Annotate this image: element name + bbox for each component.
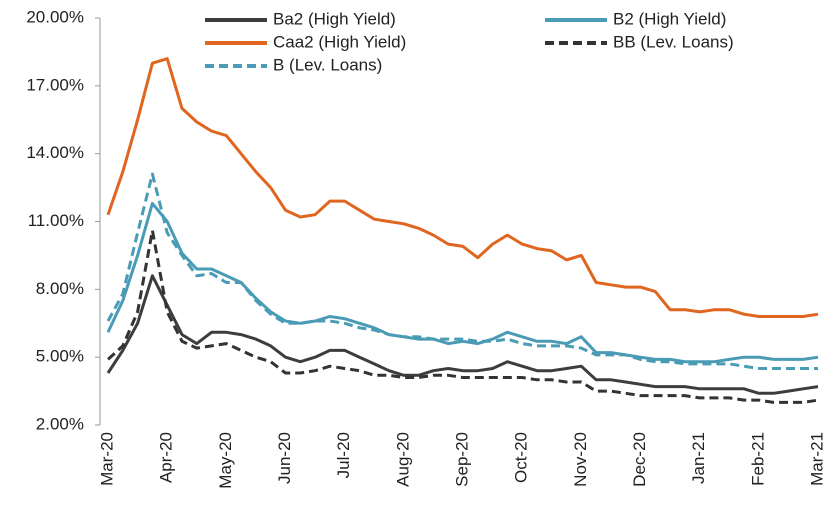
legend-label: BB (Lev. Loans) — [613, 32, 734, 51]
x-tick-label: Aug-20 — [393, 432, 412, 487]
y-tick-label: 8.00% — [36, 279, 84, 298]
legend-label: B (Lev. Loans) — [273, 55, 382, 74]
y-tick-label: 5.00% — [36, 347, 84, 366]
x-tick-label: Oct-20 — [512, 432, 531, 483]
x-tick-label: Feb-21 — [748, 432, 767, 486]
y-tick-label: 17.00% — [26, 75, 84, 94]
y-tick-label: 2.00% — [36, 414, 84, 433]
legend-label: B2 (High Yield) — [613, 9, 726, 28]
series-line — [106, 201, 819, 364]
series-line — [106, 229, 819, 404]
y-tick-label: 14.00% — [26, 143, 84, 162]
legend-label: Caa2 (High Yield) — [273, 32, 406, 51]
y-tick-label: 11.00% — [28, 211, 84, 230]
x-tick-label: Mar-21 — [807, 432, 826, 486]
legend-label: Ba2 (High Yield) — [273, 9, 396, 28]
series-line — [106, 57, 819, 318]
x-tick-label: Jun-20 — [275, 432, 294, 484]
x-tick-label: Nov-20 — [571, 432, 590, 487]
x-tick-label: Mar-20 — [97, 432, 116, 486]
series-line — [106, 274, 819, 395]
x-tick-label: Apr-20 — [157, 432, 176, 483]
x-tick-label: Sep-20 — [452, 432, 471, 487]
series-line — [106, 172, 818, 370]
x-tick-label: Jan-21 — [689, 432, 708, 484]
x-tick-label: May-20 — [216, 432, 235, 489]
x-tick-label: Jul-20 — [334, 432, 353, 478]
x-tick-label: Dec-20 — [630, 432, 649, 487]
y-tick-label: 20.00% — [26, 7, 84, 26]
